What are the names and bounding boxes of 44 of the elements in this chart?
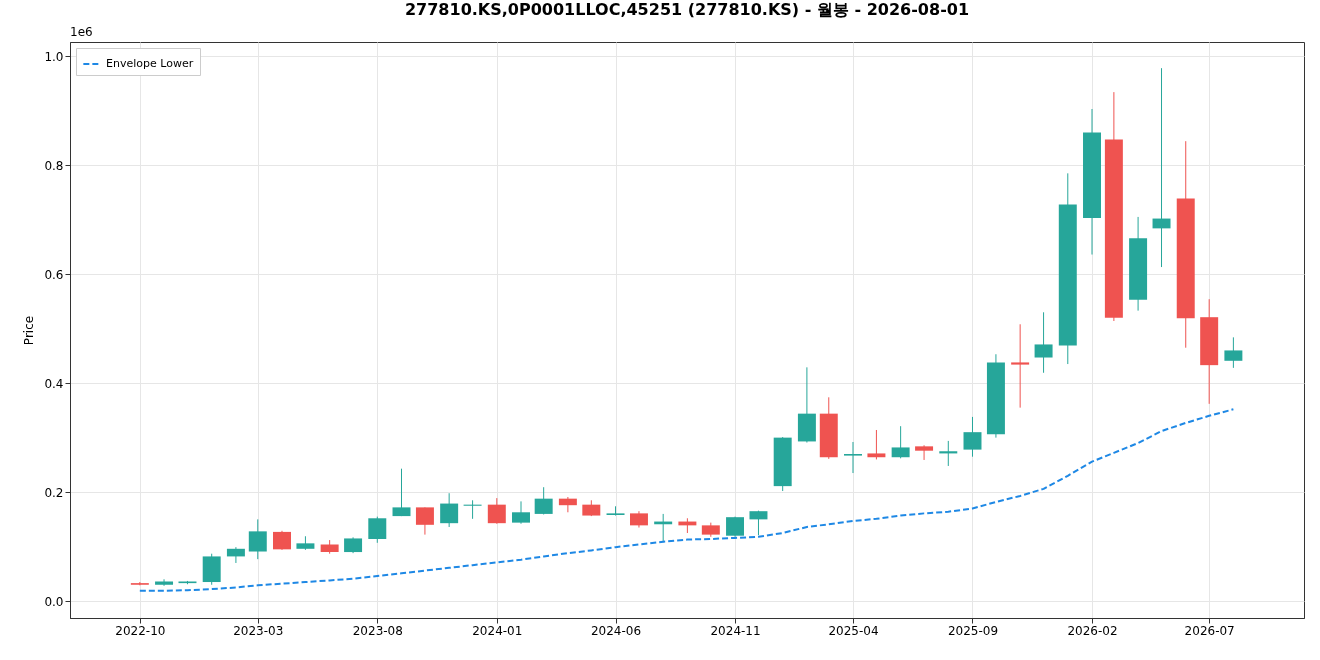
y-tick-label: 0.0 bbox=[44, 594, 64, 609]
x-tick-label: 2025-04 bbox=[828, 623, 879, 638]
chart-title: 277810.KS,0P0001LLOC,45251 (277810.KS) - 월봉 - 2026-08-01 bbox=[404, 0, 970, 19]
text: 1e6 bbox=[70, 25, 93, 39]
candlestick bbox=[392, 468, 411, 517]
candlestick bbox=[1034, 311, 1053, 374]
candlestick bbox=[844, 441, 862, 474]
candlestick bbox=[463, 499, 482, 520]
x-tick-label: 2022-10 bbox=[115, 623, 166, 638]
candlestick bbox=[963, 416, 982, 458]
y-tick-label: 0.4 bbox=[44, 376, 64, 391]
x-tick-label: 2023-08 bbox=[352, 623, 403, 638]
candlestick bbox=[248, 518, 267, 560]
candlestick bbox=[558, 496, 577, 513]
candlestick bbox=[415, 506, 434, 536]
candlestick bbox=[891, 425, 910, 459]
candlestick bbox=[867, 429, 886, 460]
candlestick bbox=[487, 497, 506, 525]
x-tick-label: 2024-01 bbox=[472, 623, 523, 638]
candlestick bbox=[512, 500, 530, 525]
y-axis-title: Price bbox=[22, 315, 37, 346]
legend-label: Envelope Lower bbox=[106, 57, 194, 70]
x-tick-label: 2024-11 bbox=[710, 623, 761, 638]
candlestick bbox=[440, 492, 459, 528]
candlestick bbox=[368, 516, 387, 544]
y-tick-label: 0.2 bbox=[44, 485, 64, 500]
y-tick-label: 0.6 bbox=[44, 267, 64, 282]
x-tick-label: 2026-07 bbox=[1184, 623, 1235, 638]
candlestick bbox=[749, 510, 768, 536]
candlestick bbox=[1011, 323, 1030, 409]
line-series bbox=[138, 408, 1235, 592]
candlestick bbox=[915, 444, 934, 461]
x-tick-label: 2025-09 bbox=[947, 623, 999, 638]
x-tick-label: 2024-06 bbox=[590, 623, 642, 638]
candlestick bbox=[1152, 67, 1171, 268]
x-tick-label: 2026-02 bbox=[1067, 623, 1118, 638]
candlestick bbox=[534, 486, 553, 515]
candlestick bbox=[226, 546, 245, 564]
y-tick-label: 0.8 bbox=[44, 158, 64, 173]
x-tick-label: 2023-03 bbox=[233, 623, 284, 638]
candlestick bbox=[273, 530, 291, 551]
y-tick-label: 1.0 bbox=[44, 49, 64, 64]
candlestick bbox=[1224, 336, 1243, 369]
candlestick bbox=[939, 440, 958, 467]
